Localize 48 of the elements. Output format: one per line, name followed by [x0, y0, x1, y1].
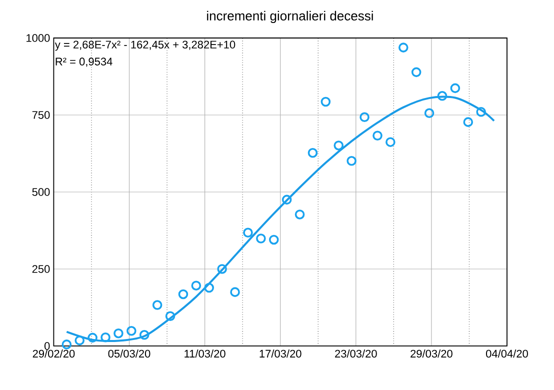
- y-tick-label: 0: [44, 342, 50, 350]
- annotation: R² = 0,9534: [56, 58, 112, 67]
- point: [320, 96, 331, 107]
- y-tick-label: 250: [32, 265, 50, 273]
- point: [62, 340, 72, 350]
- point: [178, 289, 188, 300]
- point: [334, 140, 344, 150]
- point: [204, 282, 214, 293]
- point: [152, 300, 162, 310]
- x-tick-label: 29/02/20: [32, 350, 75, 358]
- point: [126, 326, 136, 336]
- point: [268, 234, 279, 245]
- point: [191, 280, 202, 291]
- point: [256, 234, 266, 244]
- point: [411, 67, 422, 78]
- point: [217, 264, 227, 274]
- y-tick-label: 750: [32, 111, 50, 119]
- annotation: y = 2,68E-7x² - 162,45x + 3,282E+10: [54, 40, 236, 51]
- point: [139, 330, 150, 340]
- point: [243, 228, 253, 238]
- y-tick-label: 500: [32, 188, 50, 196]
- point: [346, 156, 356, 166]
- x-tick-label: 23/03/20: [335, 350, 377, 358]
- point: [360, 112, 370, 122]
- x-tick-label: 11/03/20: [184, 350, 226, 358]
- point: [88, 332, 98, 343]
- x-tick-label: 17/03/20: [260, 350, 302, 358]
- x-tick-label: 29/03/20: [410, 350, 452, 358]
- point: [114, 328, 124, 338]
- point: [230, 287, 240, 297]
- point: [476, 107, 486, 117]
- point: [398, 42, 408, 52]
- point: [294, 210, 305, 220]
- point: [386, 137, 396, 147]
- x-tick-label: 05/03/20: [108, 350, 150, 358]
- x-tick-label: 04/04/20: [486, 350, 528, 358]
- point: [282, 194, 292, 205]
- point: [308, 148, 318, 158]
- y-tick-label: 1000: [26, 34, 50, 42]
- point: [437, 90, 448, 101]
- point: [424, 108, 434, 118]
- point: [100, 332, 110, 342]
- point: [74, 336, 85, 346]
- point: [372, 130, 382, 141]
- point: [463, 117, 474, 127]
- point: [450, 83, 460, 94]
- chart-title: incrementi giornalieri decessi: [207, 10, 373, 24]
- point: [165, 311, 176, 322]
